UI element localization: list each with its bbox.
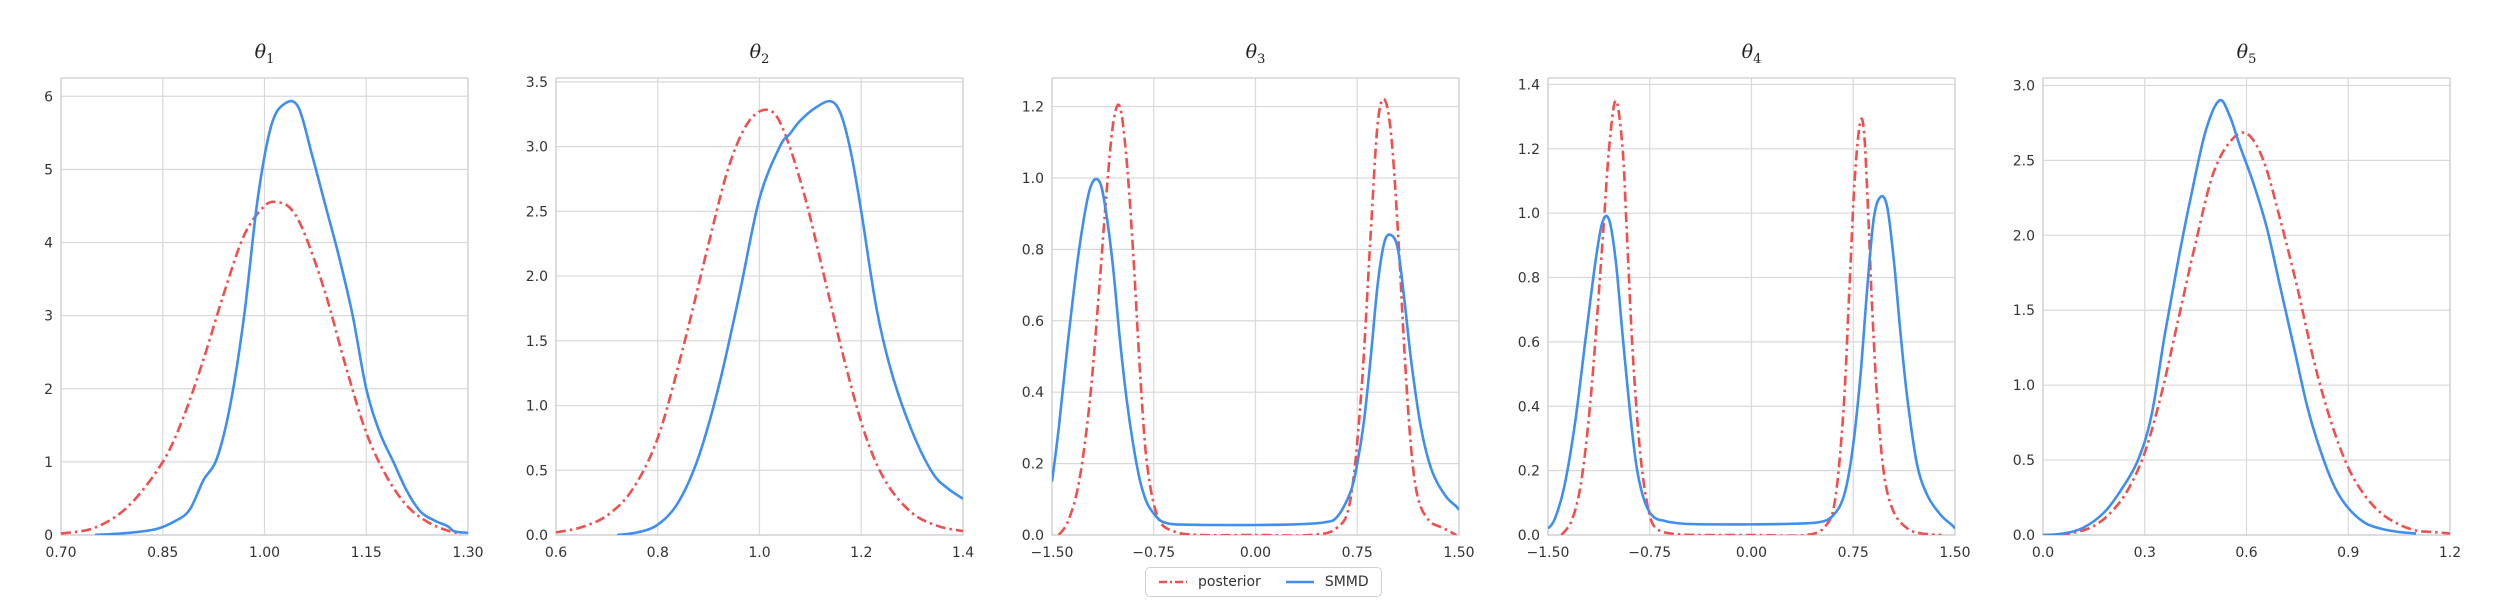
series-line-posterior <box>1057 97 1457 535</box>
y-tick-label: 3.0 <box>526 140 548 156</box>
y-tick-label: 0.5 <box>526 463 548 479</box>
x-tick-label: −0.75 <box>1628 545 1671 561</box>
y-tick-label: 1.4 <box>1518 77 1540 93</box>
y-tick-label: 1.0 <box>526 399 548 415</box>
legend-entry-smmd: SMMD <box>1285 574 1369 590</box>
x-tick-label: 0.6 <box>2235 545 2257 561</box>
y-tick-label: 3.0 <box>2013 78 2035 94</box>
x-tick-label: 0.00 <box>1240 545 1271 561</box>
series-line-posterior <box>1560 99 1942 535</box>
y-tick-label: 0.2 <box>1022 457 1044 473</box>
series-line-posterior <box>61 200 462 535</box>
y-tick-label: 1.5 <box>526 334 548 350</box>
plot-frame <box>555 77 964 536</box>
legend-label-smmd: SMMD <box>1324 574 1369 590</box>
y-tick-label: 0.4 <box>1022 385 1044 401</box>
y-tick-label: 0.0 <box>1022 528 1044 544</box>
panel-title: θ3 <box>1246 41 1266 67</box>
y-tick-label: 0.0 <box>526 528 548 544</box>
panel-title: θ2 <box>750 41 770 67</box>
series-line-smmd <box>1052 177 1459 527</box>
x-tick-label: −1.50 <box>1527 545 1570 561</box>
plot-frame <box>2042 77 2451 536</box>
y-tick-label: 1.0 <box>1518 206 1540 222</box>
y-tick-label: 0.5 <box>2013 453 2035 469</box>
panel-4: −1.50 −0.75 0.00 0.75 1.50 0.0 0.2 0.4 0.6 0.8 1.0… <box>1518 41 1971 561</box>
y-tick-label: 3 <box>44 309 53 325</box>
x-tick-label: −1.50 <box>1031 545 1074 561</box>
series-line-smmd <box>2043 98 2417 535</box>
x-tick-label: −0.75 <box>1132 545 1175 561</box>
x-tick-label: 1.50 <box>1443 545 1474 561</box>
panel-2: 0.6 0.8 1.0 1.2 1.4 0.0 0.5 1.0 1.5 2.0 2.5 3.0 3.5 θ… <box>526 41 974 561</box>
x-tick-label: 1.2 <box>2439 545 2461 561</box>
x-tick-label: 0.3 <box>2134 545 2156 561</box>
series-line-smmd <box>616 99 963 535</box>
panel-5: 0.0 0.3 0.6 0.9 1.2 0.0 0.5 1.0 1.5 2.0 2.5 3.0 θ5 <box>2013 41 2461 561</box>
panel-title: θ5 <box>2237 41 2257 67</box>
x-tick-label: 1.00 <box>249 545 280 561</box>
x-tick-label: 1.2 <box>850 545 872 561</box>
y-tick-label: 2.0 <box>2013 228 2035 244</box>
y-tick-label: 0.8 <box>1022 242 1044 258</box>
y-tick-label: 2.0 <box>526 269 548 285</box>
x-tick-label: 0.0 <box>2032 545 2054 561</box>
series-line-posterior <box>556 108 963 534</box>
x-tick-label: 1.50 <box>1939 545 1970 561</box>
legend-swatch-smmd <box>1285 580 1314 584</box>
y-tick-label: 1.2 <box>1518 142 1540 158</box>
x-tick-label: 0.75 <box>1838 545 1869 561</box>
y-tick-label: 0.8 <box>1518 271 1540 287</box>
legend-label-posterior: posterior <box>1198 574 1261 590</box>
x-tick-label: 0.70 <box>45 545 76 561</box>
y-tick-label: 0 <box>44 528 53 544</box>
y-tick-label: 4 <box>44 236 53 252</box>
x-tick-label: 0.9 <box>2337 545 2359 561</box>
x-tick-label: 1.30 <box>452 545 483 561</box>
panels: 0.70 0.85 1.00 1.15 1.30 0 1 2 3 4 5 6 θ1 0.6 0.8 1.0 1.… <box>44 41 2461 561</box>
x-tick-label: 1.4 <box>952 545 974 561</box>
panel-3: −1.50 −0.75 0.00 0.75 1.50 0.0 0.2 0.4 0.6 0.8 1.0… <box>1022 41 1475 561</box>
y-tick-label: 3.5 <box>526 75 548 91</box>
series-line-smmd <box>94 99 468 535</box>
panel-title: θ4 <box>1742 41 1762 67</box>
legend-entry-posterior: posterior <box>1158 574 1261 590</box>
y-tick-label: 1.0 <box>1022 171 1044 187</box>
legend-swatch-posterior <box>1159 580 1187 584</box>
x-tick-label: 0.00 <box>1736 545 1767 561</box>
x-tick-label: 0.85 <box>147 545 178 561</box>
y-tick-label: 0.2 <box>1518 464 1540 480</box>
series-line-posterior <box>2059 131 2450 535</box>
y-tick-label: 1 <box>44 455 53 471</box>
y-tick-label: 2 <box>44 382 53 398</box>
x-tick-label: 0.75 <box>1342 545 1373 561</box>
x-tick-label: 0.6 <box>545 545 567 561</box>
y-tick-label: 0.4 <box>1518 399 1540 415</box>
y-tick-label: 6 <box>44 89 53 105</box>
legend: posterior SMMD <box>1145 567 1382 597</box>
x-tick-label: 1.15 <box>351 545 382 561</box>
y-tick-label: 0.6 <box>1518 335 1540 351</box>
x-tick-label: 0.8 <box>647 545 669 561</box>
panel-title: θ1 <box>255 41 275 67</box>
y-tick-label: 2.5 <box>2013 153 2035 169</box>
x-tick-label: 1.0 <box>748 545 770 561</box>
y-tick-label: 2.5 <box>526 204 548 220</box>
y-tick-label: 0.0 <box>1518 528 1540 544</box>
plot-frame <box>60 77 469 536</box>
y-tick-label: 1.0 <box>2013 378 2035 394</box>
series-line-smmd <box>1548 194 1955 530</box>
y-tick-label: 0.6 <box>1022 314 1044 330</box>
y-tick-label: 5 <box>44 162 53 178</box>
y-tick-label: 1.2 <box>1022 100 1044 116</box>
y-tick-label: 1.5 <box>2013 303 2035 319</box>
panel-1: 0.70 0.85 1.00 1.15 1.30 0 1 2 3 4 5 6 θ1 <box>44 41 484 561</box>
y-tick-label: 0.0 <box>2013 528 2035 544</box>
